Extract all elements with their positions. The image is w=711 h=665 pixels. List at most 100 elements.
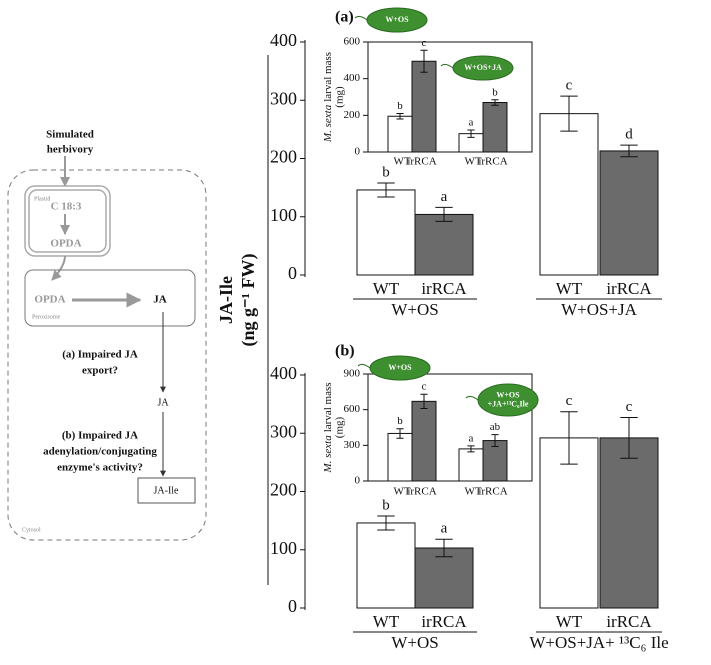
- diagram-text: adenylation/conjugating: [43, 446, 157, 458]
- x-tick-label: WT: [556, 612, 583, 631]
- bar: [458, 448, 484, 482]
- diagram-text: (a) Impaired JA: [62, 349, 138, 361]
- y-tick-label: 300: [270, 421, 297, 441]
- significance-letter: a: [441, 189, 448, 205]
- inset-y-label-part: M. sexta: [322, 435, 334, 474]
- error-bar: [420, 393, 428, 409]
- error-bar: [435, 538, 453, 558]
- plastid-box: [24, 185, 111, 257]
- inset-y-label-part: larval mass: [322, 382, 334, 432]
- inset-y-label: (mg): [334, 416, 346, 438]
- panel-label: (b): [335, 343, 355, 360]
- leaf-label: +JA+¹³C₆Ile: [488, 399, 529, 408]
- significance-letter: c: [566, 393, 573, 409]
- significance-letter: ab: [490, 421, 501, 433]
- significance-letter: c: [626, 399, 633, 415]
- diagram-text: Plastid: [34, 196, 50, 202]
- inset-y-label: M. sexta larval mass: [322, 382, 334, 473]
- y-tick-label: 200: [270, 480, 297, 500]
- peroxisome-box: [24, 269, 196, 327]
- y-tick-label: 0: [288, 263, 297, 283]
- x-tick-label: irRCA: [421, 279, 467, 298]
- error-bar: [420, 49, 428, 73]
- significance-letter: d: [625, 127, 633, 143]
- diagram-text: JA: [153, 294, 167, 306]
- x-tick-label: WT: [373, 279, 400, 298]
- bar: [356, 522, 416, 609]
- y-tick-label: 200: [344, 109, 361, 121]
- error-bar: [560, 95, 578, 132]
- y-tick-label: 900: [344, 368, 361, 380]
- bar: [599, 150, 659, 276]
- error-bar: [491, 434, 499, 448]
- y-tick-label: 600: [344, 36, 361, 48]
- y-tick-label: 400: [344, 72, 361, 84]
- x-tick-label: irRCA: [606, 279, 652, 298]
- significance-letter: a: [469, 117, 474, 129]
- bar: [387, 432, 413, 482]
- y-tick-label: 400: [270, 363, 297, 383]
- bar: [387, 115, 413, 153]
- y-tick-label: 400: [270, 30, 297, 50]
- error-bar: [620, 144, 638, 158]
- group-label: W+OS+JA+ ¹³C₆ Ile: [529, 633, 668, 652]
- x-tick-label: WT: [393, 486, 410, 498]
- diagram-text: Peroxisome: [32, 314, 61, 320]
- significance-letter: c: [422, 381, 427, 393]
- product-box: [137, 477, 196, 504]
- significance-letter: a: [441, 521, 448, 537]
- y-tick-label: 0: [288, 596, 297, 616]
- y-tick-label: 100: [270, 538, 297, 558]
- significance-letter: b: [382, 497, 390, 513]
- x-tick-label: WT: [373, 612, 400, 631]
- bar: [482, 102, 508, 153]
- error-bar: [560, 411, 578, 465]
- diagram-text: JA: [157, 397, 169, 408]
- significance-letter: b: [382, 164, 390, 180]
- error-bar: [620, 417, 638, 459]
- significance-letter: b: [397, 415, 403, 427]
- diagram-text: export?: [82, 365, 118, 377]
- inset-y-label-part: M. sexta: [322, 104, 334, 143]
- bar: [411, 60, 437, 153]
- leaf-label: W+OS: [388, 363, 412, 372]
- x-tick-label: irRCA: [407, 486, 436, 498]
- diagram-text: JA-Ile: [154, 485, 180, 496]
- diagram: Simulated herbivory Plastid C 18:3 OPDA …: [7, 129, 207, 541]
- diagram-text: herbivory: [47, 144, 94, 156]
- x-tick-label: WT: [556, 279, 583, 298]
- leaf-stem: [354, 15, 368, 21]
- leaf-label: W+OS: [496, 390, 520, 399]
- x-tick-label: WT: [393, 156, 410, 168]
- significance-letter: c: [566, 78, 573, 94]
- bar: [482, 440, 508, 482]
- error-bar: [435, 206, 453, 222]
- y-axis-label: JA-Ile: [216, 276, 236, 324]
- bar: [539, 113, 599, 276]
- plastid-box: [28, 189, 107, 253]
- x-tick-label: irRCA: [407, 156, 436, 168]
- leaf-stem: [465, 395, 479, 401]
- error-bar: [467, 445, 475, 453]
- diagram-text: enzyme's activity?: [57, 462, 143, 474]
- error-bar: [491, 99, 499, 106]
- leaf-stem: [357, 363, 371, 369]
- x-tick-label: WT: [464, 486, 481, 498]
- error-bar: [396, 113, 404, 120]
- significance-letter: c: [422, 37, 427, 49]
- diagram-text: (b) Impaired JA: [62, 430, 138, 442]
- cytosol-box: [7, 169, 207, 541]
- leaf-stem: [440, 63, 454, 69]
- error-bar: [467, 129, 475, 138]
- panel-label: (a): [335, 9, 354, 26]
- diagram-text: C 18:3: [51, 201, 82, 213]
- leaf-label: W+OS+JA: [464, 63, 502, 72]
- y-tick-label: 300: [344, 439, 361, 451]
- x-tick-label: irRCA: [478, 486, 507, 498]
- significance-letter: b: [397, 100, 403, 112]
- inset-y-label: M. sexta larval mass: [322, 52, 334, 143]
- y-axis-label: (ng g⁻¹ FW): [238, 254, 259, 347]
- inset-y-label: (mg): [334, 86, 346, 108]
- y-tick-label: 300: [270, 88, 297, 108]
- y-tick-label: 600: [344, 403, 361, 415]
